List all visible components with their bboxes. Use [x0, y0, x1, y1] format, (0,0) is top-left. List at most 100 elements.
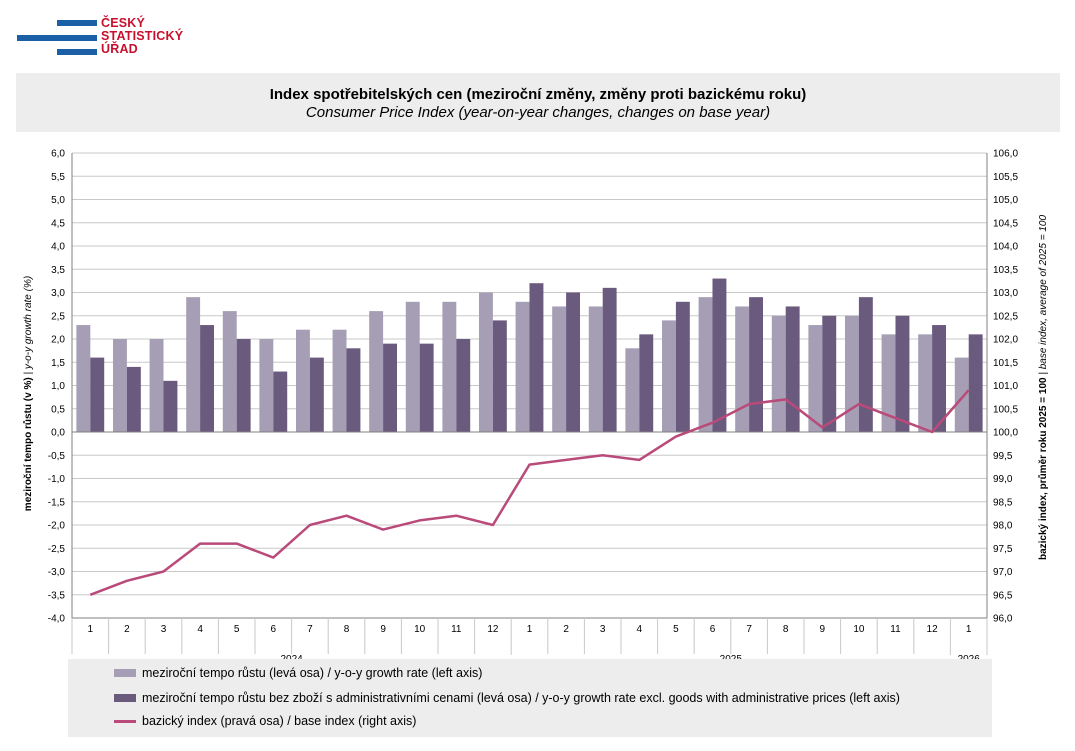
- x-tick-label: 12: [487, 624, 499, 635]
- x-tick-label: 9: [820, 624, 826, 635]
- legend-label-growth: meziroční tempo růstu (levá osa) / y-o-y…: [142, 666, 483, 680]
- bar-growth: [515, 301, 530, 432]
- bar-growth-excl: [529, 283, 544, 432]
- bar-growth: [186, 297, 201, 432]
- bar-growth: [954, 357, 969, 432]
- x-tick-label: 1: [527, 624, 533, 635]
- bar-growth-excl: [639, 334, 654, 432]
- y-right-tick-label: 103,0: [993, 288, 1018, 299]
- bar-growth-excl: [309, 357, 324, 432]
- chart-title-box: Index spotřebitelských cen (meziroční zm…: [16, 73, 1060, 132]
- bar-growth: [295, 329, 310, 432]
- y-right-tick-label: 98,5: [993, 497, 1013, 508]
- line-base-index: [89, 389, 970, 596]
- bar-growth-excl: [273, 371, 288, 432]
- logo-text: ČESKÝ STATISTICKÝ ÚŘAD: [101, 17, 183, 56]
- bar-growth-excl: [419, 343, 434, 432]
- y-left-tick-label: 4,5: [51, 218, 65, 229]
- x-tick-label: 11: [451, 624, 462, 635]
- bar-growth-excl: [200, 325, 215, 432]
- y-right-tick-label: 99,0: [993, 474, 1013, 485]
- bar-growth: [149, 339, 164, 432]
- bar-growth-excl: [602, 287, 617, 432]
- y-right-tick-label: 101,5: [993, 358, 1018, 369]
- bar-growth: [808, 325, 823, 432]
- x-tick-label: 4: [637, 624, 643, 635]
- y-right-tick-label: 104,0: [993, 242, 1018, 253]
- y-right-axis-title-main: bazický index, průměr roku 2025 = 100: [1037, 377, 1049, 560]
- y-right-axis-title-sub: | base index, average of 2025 = 100: [1038, 215, 1049, 378]
- y-right-tick-label: 102,5: [993, 311, 1018, 322]
- bar-growth: [332, 329, 347, 432]
- x-tick-label: 5: [673, 624, 679, 635]
- y-left-tick-label: 2,5: [51, 311, 65, 322]
- bar-growth: [625, 348, 640, 432]
- logo-stripe: [57, 49, 97, 55]
- x-tick-label: 1: [966, 624, 972, 635]
- bar-growth: [222, 311, 237, 432]
- bar-growth: [552, 306, 567, 432]
- y-left-tick-label: 4,0: [51, 242, 65, 253]
- bar-growth: [405, 301, 420, 432]
- y-left-tick-label: 6,0: [51, 149, 65, 160]
- x-tick-label: 7: [307, 624, 313, 635]
- y-left-tick-label: -1,5: [48, 497, 66, 508]
- x-tick-label: 4: [197, 624, 203, 635]
- legend-item-base-index: bazický index (pravá osa) / base index (…: [114, 713, 416, 729]
- y-right-tick-label: 103,5: [993, 265, 1018, 276]
- y-left-tick-label: 3,5: [51, 265, 65, 276]
- y-right-tick-label: 98,0: [993, 521, 1013, 532]
- bar-growth: [735, 306, 750, 432]
- y-right-axis-title: bazický index, průměr roku 2025 = 100 | …: [1037, 215, 1049, 560]
- bar-growth: [442, 301, 457, 432]
- x-tick-label: 7: [746, 624, 752, 635]
- x-tick-label: 3: [161, 624, 167, 635]
- y-right-tick-label: 99,5: [993, 451, 1013, 462]
- y-right-tick-label: 100,5: [993, 404, 1018, 415]
- bar-growth-excl: [968, 334, 983, 432]
- bar-growth-excl: [126, 366, 141, 432]
- y-left-tick-label: -3,0: [48, 567, 66, 578]
- y-left-tick-label: -2,5: [48, 544, 66, 555]
- bar-growth-excl: [749, 297, 764, 432]
- bar-growth-excl: [90, 357, 105, 432]
- y-right-tick-label: 104,5: [993, 218, 1018, 229]
- bar-growth-excl: [895, 315, 910, 432]
- x-tick-label: 8: [783, 624, 789, 635]
- bar-growth: [844, 315, 859, 432]
- bar-growth-excl: [566, 292, 581, 432]
- bar-growth-excl: [163, 380, 178, 432]
- chart-title: Index spotřebitelských cen (meziroční zm…: [269, 86, 807, 103]
- y-left-tick-label: -0,5: [48, 451, 66, 462]
- logo-stripe: [57, 20, 97, 26]
- x-tick-label: 11: [890, 624, 901, 635]
- x-tick-label: 10: [853, 624, 865, 635]
- legend-swatch-growth: [114, 669, 136, 677]
- y-left-tick-label: 5,0: [51, 195, 65, 206]
- logo-line: ČESKÝ: [101, 16, 146, 30]
- x-tick-label: 1: [88, 624, 94, 635]
- bar-growth: [588, 306, 603, 432]
- y-right-tick-label: 106,0: [993, 149, 1018, 160]
- y-right-tick-label: 102,0: [993, 335, 1018, 346]
- bar-growth: [76, 325, 91, 432]
- y-left-axis-title-sub: | y-o-y growth rate (%): [23, 276, 34, 378]
- legend: meziroční tempo růstu (levá osa) / y-o-y…: [68, 659, 992, 737]
- legend-item-growth-excl: meziroční tempo růstu bez zboží s admini…: [114, 690, 900, 706]
- chart-subtitle: Consumer Price Index (year-on-year chang…: [305, 104, 771, 121]
- legend-label-growth-excl: meziroční tempo růstu bez zboží s admini…: [142, 691, 900, 705]
- bar-growth-excl: [675, 301, 690, 432]
- y-right-tick-label: 96,5: [993, 590, 1013, 601]
- bar-growth: [369, 311, 384, 432]
- y-left-tick-label: 0,5: [51, 404, 65, 415]
- x-tick-label: 6: [271, 624, 277, 635]
- bar-growth-excl: [712, 278, 727, 432]
- x-tick-label: 2: [124, 624, 130, 635]
- bar-growth: [918, 334, 933, 432]
- y-left-tick-label: 0,0: [51, 428, 65, 439]
- bar-growth: [259, 339, 274, 432]
- bar-growth: [698, 297, 713, 432]
- legend-swatch-growth-excl: [114, 694, 136, 702]
- logo-stripe: [17, 35, 97, 41]
